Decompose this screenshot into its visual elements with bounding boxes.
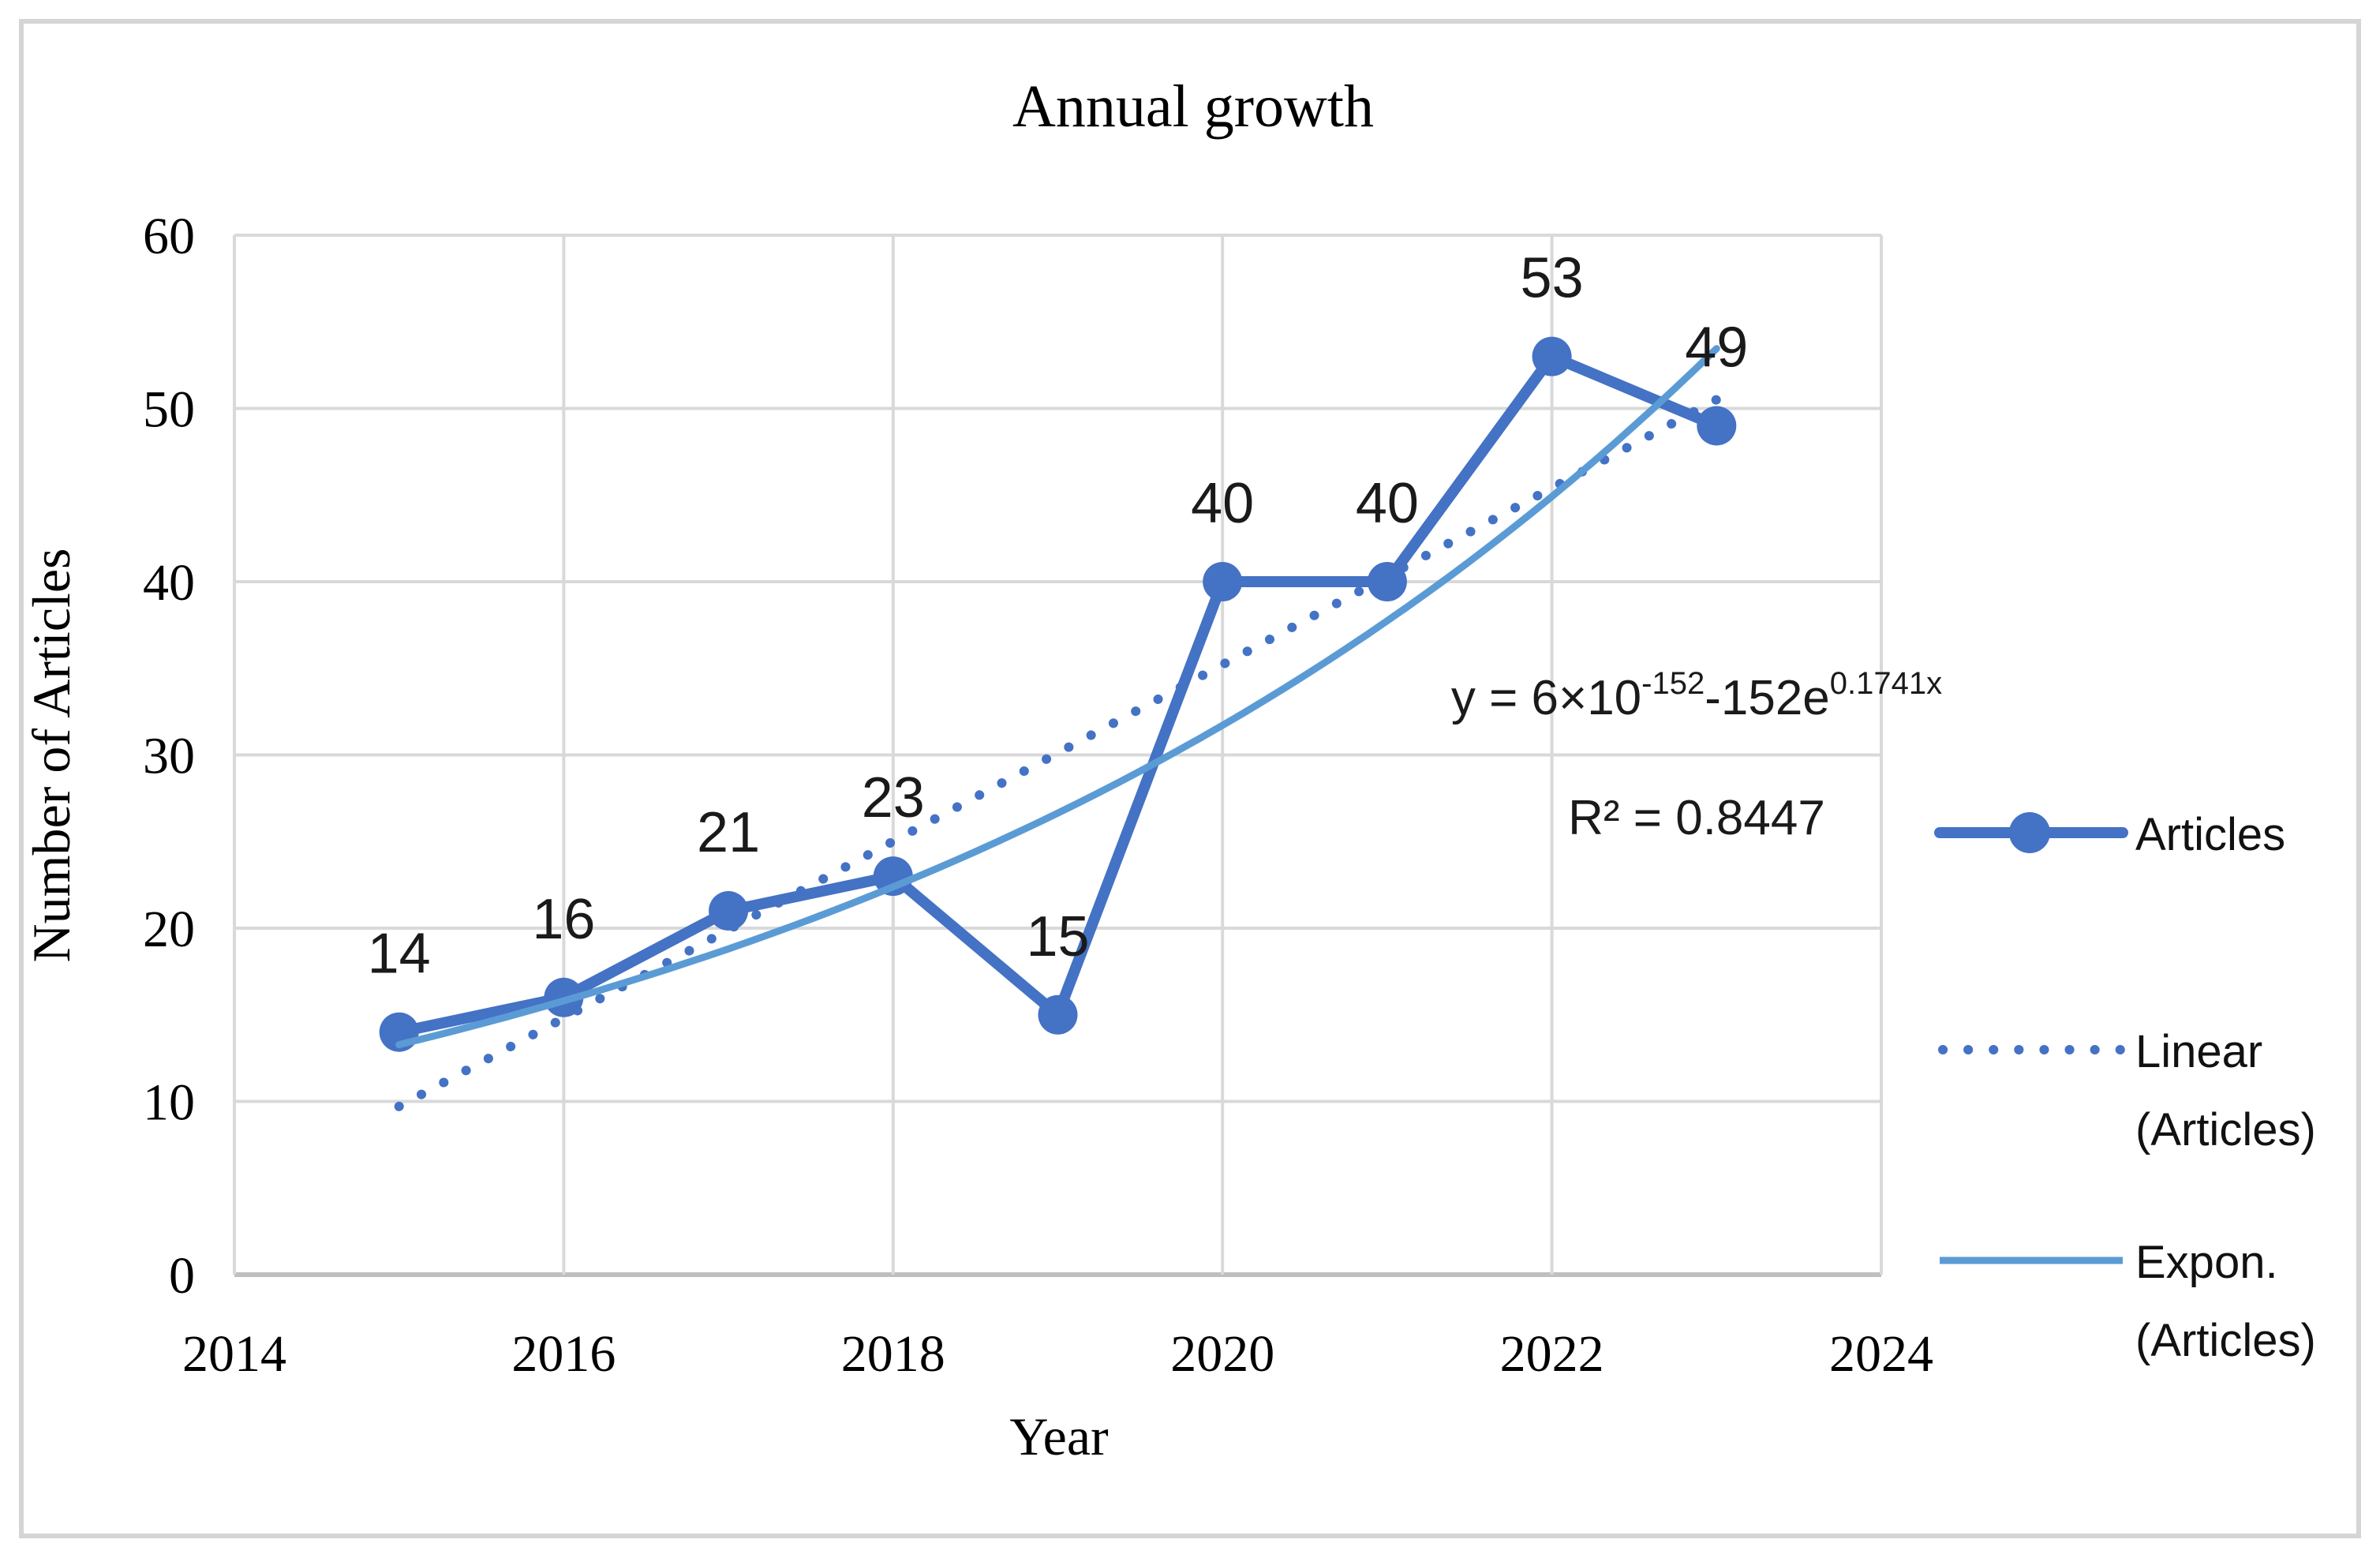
legend-item: Articles — [1934, 809, 2285, 860]
r-squared-label: R² = 0.8447 — [1568, 791, 1825, 845]
legend-marker-icon — [2009, 812, 2050, 853]
data-label: 49 — [1685, 316, 1748, 379]
legend-label: Linear — [2135, 1026, 2262, 1077]
data-label: 40 — [1356, 472, 1419, 535]
y-axis-tick-label: 30 — [143, 728, 195, 785]
exponential-trendline — [395, 345, 1720, 1049]
data-point-marker — [709, 891, 749, 931]
y-axis-title: Number of Articles — [21, 549, 81, 963]
legend-item: Expon. (Articles) — [1940, 1237, 2316, 1366]
data-point-marker — [1203, 562, 1243, 601]
data-label: 16 — [532, 888, 595, 951]
legend-item: Linear (Articles) — [1938, 1026, 2316, 1155]
x-axis-title: Year — [1009, 1406, 1109, 1466]
linear-trendline — [394, 395, 1722, 1111]
tick-labels: 0 10 20 30 40 50 60 2014 2016 2018 2020 2022 2024 — [143, 208, 1933, 1383]
y-axis-tick-label: 10 — [143, 1074, 195, 1132]
x-axis-tick-label: 2022 — [1500, 1325, 1604, 1383]
figure-border — [19, 19, 2361, 1538]
data-label: 21 — [697, 801, 760, 864]
x-axis-tick-label: 2020 — [1170, 1325, 1274, 1383]
legend-label: Expon. — [2135, 1237, 2278, 1288]
y-axis-tick-label: 20 — [143, 901, 195, 958]
legend-label: Articles — [2135, 809, 2285, 860]
legend-label: (Articles) — [2135, 1104, 2316, 1155]
x-axis-tick-label: 2014 — [182, 1325, 286, 1383]
y-axis-tick-label: 50 — [143, 381, 195, 439]
data-label: 53 — [1521, 247, 1584, 310]
data-label: 23 — [862, 766, 925, 830]
data-label: 14 — [368, 923, 431, 986]
y-axis-tick-label: 60 — [143, 208, 195, 265]
x-axis-tick-label: 2018 — [841, 1325, 945, 1383]
trendline-equation: y = 6×10-152-152e0.1741x — [1451, 666, 1942, 725]
x-axis-tick-label: 2016 — [511, 1325, 616, 1383]
data-point-marker — [1697, 406, 1737, 446]
data-label: 15 — [1026, 905, 1089, 968]
chart-title: Annual growth — [1012, 73, 1374, 140]
data-point-marker — [1038, 994, 1078, 1035]
y-axis-tick-label: 40 — [143, 554, 195, 612]
data-label: 40 — [1191, 472, 1254, 535]
data-point-marker — [1367, 562, 1407, 601]
data-point-marker — [1532, 336, 1572, 376]
series-layer — [379, 336, 1737, 1111]
legend-label: (Articles) — [2135, 1315, 2316, 1366]
legend: Articles Linear (Articles) Expon. (Articles) — [1934, 809, 2316, 1366]
y-axis-tick-label: 0 — [169, 1247, 195, 1305]
data-label-layer: 14 16 21 23 15 40 40 53 49 — [368, 247, 1749, 986]
x-axis-tick-label: 2024 — [1829, 1325, 1933, 1383]
gridlines — [233, 234, 1883, 1277]
